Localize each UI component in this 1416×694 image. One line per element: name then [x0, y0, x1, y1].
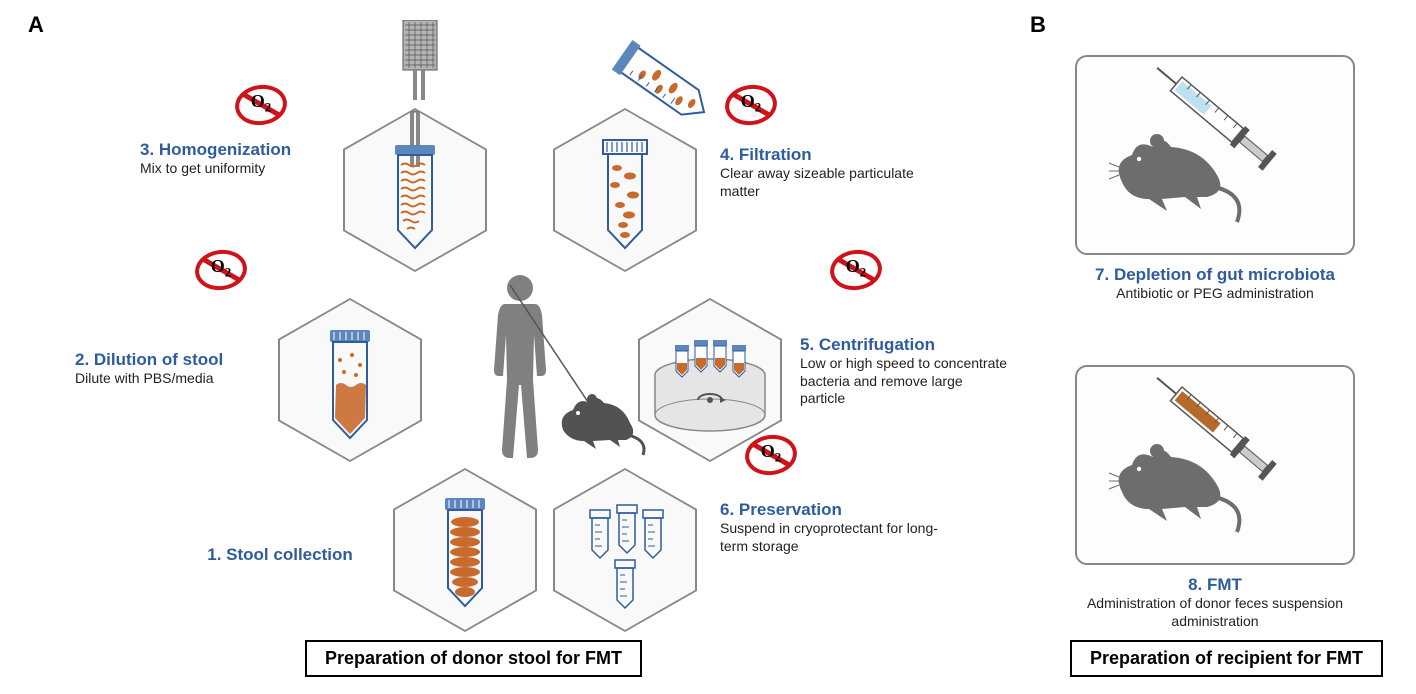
- panel-b-label: B: [1030, 12, 1046, 38]
- panel-a-label: A: [28, 12, 44, 38]
- tube-collection-icon: [395, 470, 535, 630]
- no-o2-icon-5: O2: [830, 250, 882, 290]
- step-7-desc: Antibiotic or PEG administration: [1065, 285, 1365, 303]
- caption-panel-b: Preparation of recipient for FMT: [1070, 640, 1383, 677]
- hexagon-filtration: [555, 110, 695, 270]
- step-5-desc: Low or high speed to concentrate bacteri…: [800, 355, 1010, 408]
- step-2-label: 2. Dilution of stool Dilute with PBS/med…: [75, 350, 275, 388]
- step-7-title: 7. Depletion of gut microbiota: [1065, 265, 1365, 285]
- step-6-label: 6. Preservation Suspend in cryoprotectan…: [720, 500, 940, 555]
- frame-step-7: [1075, 55, 1355, 255]
- mouse-syringe-brown-icon: [1077, 367, 1357, 567]
- step-3-label: 3. Homogenization Mix to get uniformity: [140, 140, 340, 178]
- homogenizer-grip-icon: [395, 20, 445, 100]
- step-8-title: 8. FMT: [1065, 575, 1365, 595]
- step-1-title: 1. Stool collection: [175, 545, 385, 565]
- step-5-title: 5. Centrifugation: [800, 335, 1010, 355]
- step-4-label: 4. Filtration Clear away sizeable partic…: [720, 145, 920, 200]
- connector-line: [505, 280, 625, 430]
- hexagon-preservation: [555, 470, 695, 630]
- step-4-title: 4. Filtration: [720, 145, 920, 165]
- step-2-title: 2. Dilution of stool: [75, 350, 275, 370]
- step-4-desc: Clear away sizeable particulate matter: [720, 165, 920, 200]
- frame-step-8: [1075, 365, 1355, 565]
- no-o2-icon-3: O2: [235, 85, 287, 125]
- no-o2-icon-6: O2: [745, 435, 797, 475]
- step-8-label: 8. FMT Administration of donor feces sus…: [1065, 575, 1365, 630]
- tube-dilution-icon: [280, 300, 420, 460]
- step-2-desc: Dilute with PBS/media: [75, 370, 275, 388]
- mouse-syringe-clear-icon: [1077, 57, 1357, 257]
- step-7-label: 7. Depletion of gut microbiota Antibioti…: [1065, 265, 1365, 303]
- no-o2-icon-4: O2: [725, 85, 777, 125]
- step-3-desc: Mix to get uniformity: [140, 160, 340, 178]
- hexagon-dilution: [280, 300, 420, 460]
- step-5-label: 5. Centrifugation Low or high speed to c…: [800, 335, 1010, 408]
- step-3-title: 3. Homogenization: [140, 140, 340, 160]
- cryovials-icon: [555, 470, 695, 630]
- tube-homogenization-icon: [345, 110, 485, 270]
- hexagon-stool-collection: [395, 470, 535, 630]
- step-6-title: 6. Preservation: [720, 500, 940, 520]
- tube-filtration-icon: [555, 110, 695, 270]
- hexagon-homogenization: [345, 110, 485, 270]
- no-o2-icon-2: O2: [195, 250, 247, 290]
- step-8-desc: Administration of donor feces suspension…: [1065, 595, 1365, 630]
- caption-panel-a: Preparation of donor stool for FMT: [305, 640, 642, 677]
- step-6-desc: Suspend in cryoprotectant for long-term …: [720, 520, 940, 555]
- step-1-label: 1. Stool collection: [175, 545, 385, 565]
